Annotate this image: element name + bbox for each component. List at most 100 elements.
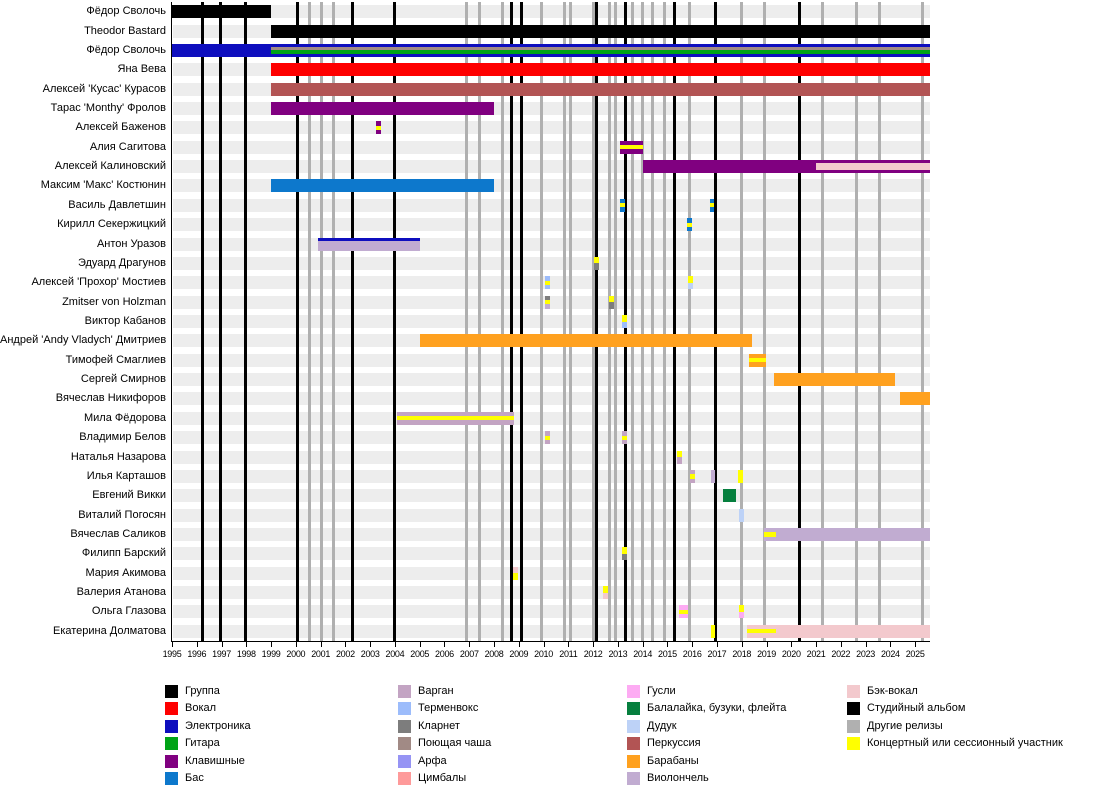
plot-left-border (171, 2, 172, 641)
bar-layer-bass (709, 198, 715, 204)
other-release-line (501, 2, 505, 641)
timeline-bar (271, 102, 495, 115)
legend-swatch-gusli (627, 685, 640, 698)
bar-layer-gusli (678, 605, 689, 610)
legend-item: Барабаны (627, 754, 867, 769)
timeline-bar (816, 160, 930, 174)
axis-year-label: 1996 (187, 649, 207, 659)
axis-year-label: 2014 (633, 649, 653, 659)
row-label: Тарас 'Monthy' Фролов (50, 102, 166, 114)
studio-album-line (595, 2, 599, 641)
bar-layer-cello (710, 469, 715, 483)
legend-swatch-cymbals (398, 772, 411, 785)
bar-layer-vocal (271, 63, 930, 77)
timeline-bar (620, 198, 626, 212)
timeline-bar (271, 43, 930, 57)
bar-layer-duduk (739, 508, 745, 522)
row-band (173, 237, 930, 251)
row-label: Сергей Смирнов (80, 373, 166, 386)
other-release-line (591, 2, 595, 641)
legend-swatch-singing_bowl (398, 737, 411, 751)
bar-layer-cello (318, 240, 420, 245)
other-release-line (320, 2, 324, 641)
bar-layer-keyboards (816, 169, 930, 174)
axis-tick (915, 642, 917, 647)
bar-layer-drums (773, 373, 896, 387)
bar-layer-live (544, 435, 550, 440)
legend-item: Вокал (165, 702, 405, 716)
axis-tick (494, 642, 496, 647)
legend-item: Другие релизы (847, 719, 1087, 734)
timeline-bar (271, 179, 495, 193)
bar-layer-cello (318, 247, 420, 251)
timeline-bar (642, 160, 817, 174)
axis-tick (716, 642, 718, 647)
legend-swatch-electronics (165, 719, 178, 733)
legend-label: Барабаны (647, 754, 699, 767)
bar-layer-live (594, 256, 600, 264)
bar-layer-live (620, 203, 626, 208)
row-label: Алексей 'Кусас' Курасов (42, 82, 166, 95)
bar-layer-backing_vocals (512, 566, 518, 574)
row-label: Виктор Кабанов (84, 315, 166, 327)
bar-layer-vargan (544, 431, 550, 436)
bar-layer-live (512, 573, 518, 580)
other-release-line (465, 2, 469, 641)
bar-layer-cello (764, 528, 777, 533)
row-label: Кирилл Секержицкий (57, 218, 166, 231)
axis-year-label: 2004 (385, 649, 405, 659)
legend-swatch-drums (627, 754, 640, 768)
timeline-bar (621, 547, 627, 561)
legend-label: Виолончель (647, 772, 709, 784)
axis-year-label: 1995 (162, 649, 182, 659)
axis-year-label: 2000 (286, 649, 306, 659)
axis-tick (172, 642, 173, 647)
bar-layer-cello (544, 304, 550, 309)
axis-tick (840, 642, 842, 647)
bar-layer-theremin (544, 284, 550, 290)
other-release-line (631, 2, 635, 641)
other-release-line (855, 2, 859, 641)
row-band (173, 5, 930, 19)
axis-year-label: 2021 (806, 649, 826, 659)
axis-year-label: 2017 (707, 649, 727, 659)
timeline-bar (710, 469, 715, 483)
legend-item: Поющая чаша (398, 737, 638, 751)
row-band (173, 256, 930, 270)
axis-tick (320, 642, 322, 647)
bar-layer-theremin (621, 321, 627, 328)
legend-swatch-harp (398, 754, 411, 768)
legend-item: Перкуссия (627, 737, 867, 751)
bar-layer-drums (419, 334, 752, 348)
bar-layer-live (746, 629, 777, 634)
bar-layer-singing_bowl (271, 47, 930, 51)
bar-layer-keyboards (642, 160, 817, 174)
bar-layer-theremin (544, 276, 550, 281)
other-release-line (921, 2, 925, 641)
timeline-bar (594, 256, 600, 270)
row-band (173, 392, 930, 406)
legend-swatch-keyboards (165, 754, 178, 768)
axis-tick (766, 642, 768, 647)
bar-layer-backing_vocals (603, 592, 608, 600)
studio-album-line (351, 2, 355, 641)
bar-layer-live (677, 450, 683, 458)
studio-album-line (798, 2, 802, 641)
axis-year-label: 2016 (682, 649, 702, 659)
timeline-bar (620, 140, 643, 154)
timeline-bar (621, 431, 627, 445)
axis-year-label: 2006 (435, 649, 454, 659)
row-label: Вячеслав Саликов (70, 528, 166, 540)
bar-layer-live (376, 125, 382, 131)
row-label: Алия Сагитова (89, 140, 166, 153)
axis-tick (469, 642, 471, 647)
other-release-line (563, 2, 567, 641)
bar-layer-percussion (271, 82, 930, 96)
timeline-bar (544, 276, 550, 290)
bar-layer-bass (620, 198, 626, 204)
bar-layer-live (609, 295, 615, 303)
other-release-line (641, 2, 645, 641)
row-label: Антон Уразов (96, 237, 166, 250)
timeline-bar (271, 82, 930, 96)
legend-label: Варган (418, 685, 454, 697)
